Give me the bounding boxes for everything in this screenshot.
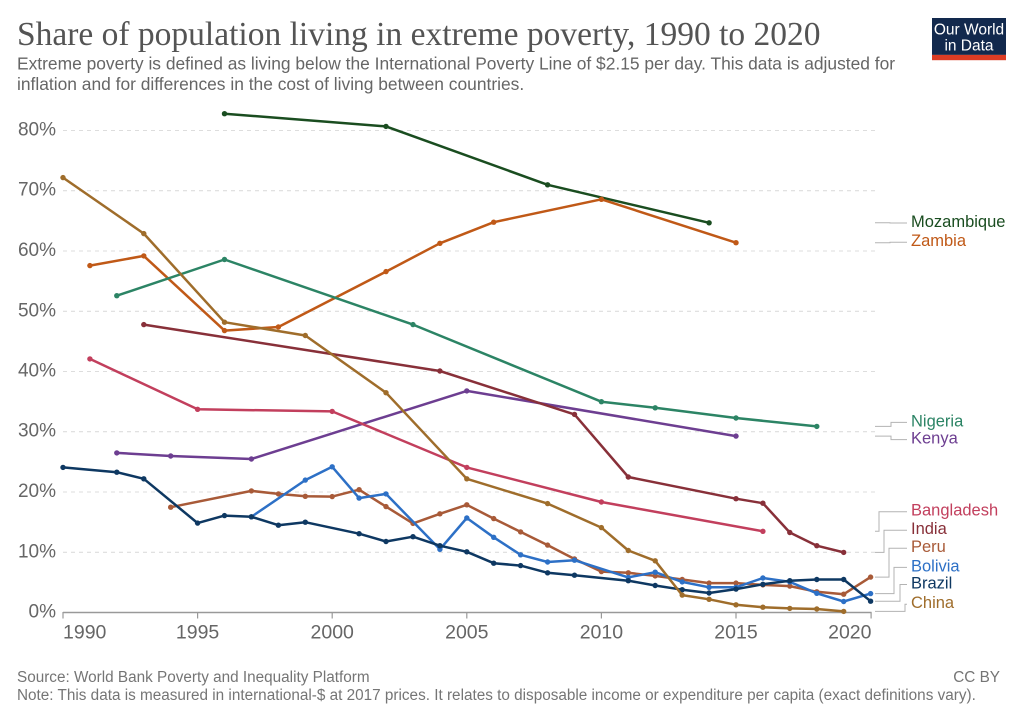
- svg-text:China: China: [911, 594, 955, 612]
- svg-text:Note: This data is measured in: Note: This data is measured in internati…: [17, 687, 976, 704]
- svg-text:Source: World Bank Poverty and: Source: World Bank Poverty and Inequalit…: [17, 669, 370, 686]
- svg-text:1995: 1995: [176, 622, 220, 644]
- svg-text:10%: 10%: [18, 541, 56, 562]
- svg-text:inflation and for differences: inflation and for differences in the cos…: [17, 74, 524, 94]
- svg-text:70%: 70%: [18, 180, 56, 201]
- svg-text:2020: 2020: [828, 622, 872, 644]
- svg-text:20%: 20%: [18, 481, 56, 502]
- svg-text:Extreme poverty is defined as: Extreme poverty is defined as living bel…: [17, 54, 895, 74]
- svg-text:2015: 2015: [714, 622, 758, 644]
- svg-text:in Data: in Data: [944, 38, 993, 55]
- svg-text:2010: 2010: [580, 622, 624, 644]
- svg-text:2000: 2000: [311, 622, 355, 644]
- svg-text:Nigeria: Nigeria: [911, 412, 964, 430]
- svg-text:0%: 0%: [29, 602, 57, 623]
- svg-text:India: India: [911, 520, 948, 538]
- svg-text:Bangladesh: Bangladesh: [911, 502, 998, 520]
- svg-text:CC BY: CC BY: [953, 669, 1000, 686]
- svg-text:Mozambique: Mozambique: [911, 213, 1005, 231]
- svg-text:2005: 2005: [445, 622, 489, 644]
- svg-text:50%: 50%: [18, 300, 56, 321]
- svg-text:Kenya: Kenya: [911, 430, 959, 448]
- svg-text:Brazil: Brazil: [911, 574, 952, 592]
- svg-text:Share of population living in: Share of population living in extreme po…: [17, 16, 821, 53]
- svg-text:40%: 40%: [18, 361, 56, 382]
- svg-text:Bolivia: Bolivia: [911, 557, 960, 575]
- svg-text:60%: 60%: [18, 240, 56, 261]
- svg-text:Peru: Peru: [911, 538, 946, 556]
- svg-text:80%: 80%: [18, 120, 56, 141]
- svg-text:Our World: Our World: [934, 22, 1004, 39]
- svg-text:Zambia: Zambia: [911, 232, 967, 250]
- svg-text:30%: 30%: [18, 421, 56, 442]
- svg-text:1990: 1990: [63, 622, 107, 644]
